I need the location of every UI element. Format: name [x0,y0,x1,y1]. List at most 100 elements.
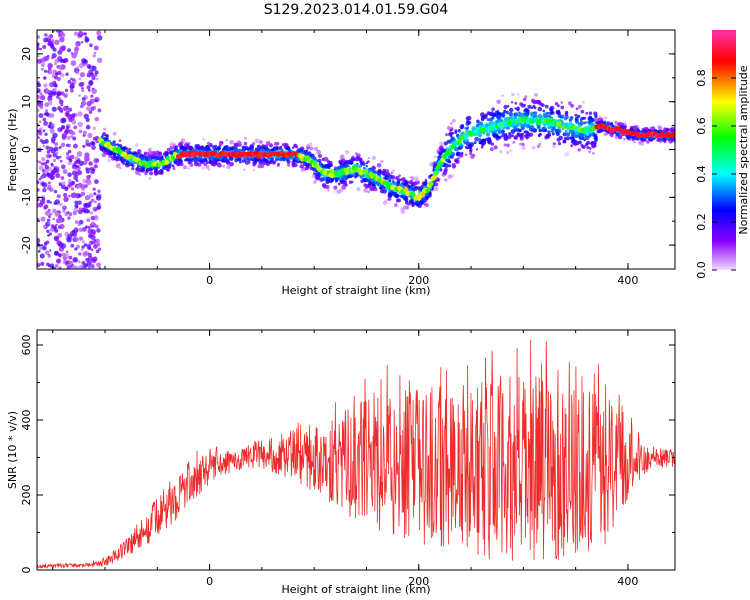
noise-point [62,169,68,174]
spectrum-point [604,116,607,120]
noise-point [72,78,76,82]
spectrum-point [225,147,230,152]
noise-point [88,69,94,75]
noise-point [73,160,78,165]
noise-point [94,208,98,212]
noise-point [83,59,88,64]
noise-point [70,82,75,87]
noise-point [47,221,51,224]
spectrum-point [495,135,500,139]
spectrum-point [506,143,510,148]
spectrum-point [503,143,507,147]
spectrum-point [547,130,551,134]
spectrum-point [112,153,116,156]
spectrum-point [663,127,668,132]
noise-point [93,51,97,55]
spectrum-point [491,113,496,117]
noise-point [70,135,74,138]
noise-point [52,208,57,214]
spectrum-point [503,104,508,110]
spectrum-point [513,115,517,120]
noise-point [73,258,77,262]
noise-point [41,175,44,179]
spectrum-point [367,190,370,194]
spectrum-point [387,174,393,180]
noise-point [76,151,83,157]
spectrum-point [367,181,373,186]
noise-point [71,119,77,125]
spectrum-point [145,169,149,173]
spectrum-point [120,159,125,164]
spectrum-point [354,175,357,179]
spectrum-point [199,158,205,163]
spectrum-point [594,117,599,123]
spectrum-point [539,124,542,127]
spectrum-point [503,109,507,114]
spectrum-point [376,163,382,168]
noise-point [88,80,94,86]
spectrum-point [560,101,563,104]
spectrum-point [481,143,485,147]
noise-point [95,238,100,244]
noise-point [40,162,45,166]
noise-point [49,201,52,204]
noise-point [70,243,75,248]
noise-point [55,72,58,75]
noise-point [68,212,73,216]
spectrum-point [148,177,152,180]
noise-point [86,218,91,223]
noise-point [84,195,91,201]
spectrum-point [429,162,434,167]
spectrum-point [442,170,448,175]
spectrogram-panel: 0 200 400 -20 -10 0 10 20 Height of straight li… [6,29,676,297]
spectrum-point [488,117,492,122]
noise-point [85,169,90,174]
noise-point [89,43,93,47]
noise-point [67,48,72,53]
spectrum-point [574,113,578,117]
spectrum-point [485,132,491,137]
spectrum-point [565,110,569,114]
spectrum-point [264,146,269,151]
noise-point [70,77,73,81]
spectrum-point [512,140,516,144]
spectrum-point [510,134,514,138]
spectrum-point [339,154,345,160]
spectrum-point [425,203,429,207]
spectrum-point [522,97,527,102]
noise-point [46,35,51,40]
spectrum-point [105,149,109,153]
spectrum-point [341,179,346,184]
noise-point [92,136,97,141]
spectrum-point [479,121,484,126]
spectrum-point [238,160,242,164]
noise-point [71,53,77,59]
noise-point [46,229,50,233]
noise-point [42,44,47,50]
noise-point [75,70,80,75]
noise-point [59,37,65,43]
noise-point [84,156,90,162]
snr-panel: 0 200 400 0 200 400 600 Height of straight lin… [6,329,676,596]
noise-point [78,264,84,269]
noise-point [78,227,84,232]
noise-point [91,145,96,151]
noise-point [87,89,91,92]
colorbar-gradient [712,30,736,270]
spectrum-point [572,136,575,140]
noise-point [76,184,81,190]
spectrum-point [108,154,112,159]
noise-point [59,99,64,105]
noise-point [48,215,51,219]
spectrum-point [476,119,480,124]
noise-point [67,79,72,84]
spectrum-point [522,122,528,128]
spectrum-point [309,147,314,151]
noise-point [74,68,78,72]
spectrum-point [506,151,510,155]
noise-point [88,266,91,269]
noise-point [78,252,82,256]
spectrum-point [188,161,192,164]
noise-point [57,233,62,238]
noise-point [81,186,86,191]
